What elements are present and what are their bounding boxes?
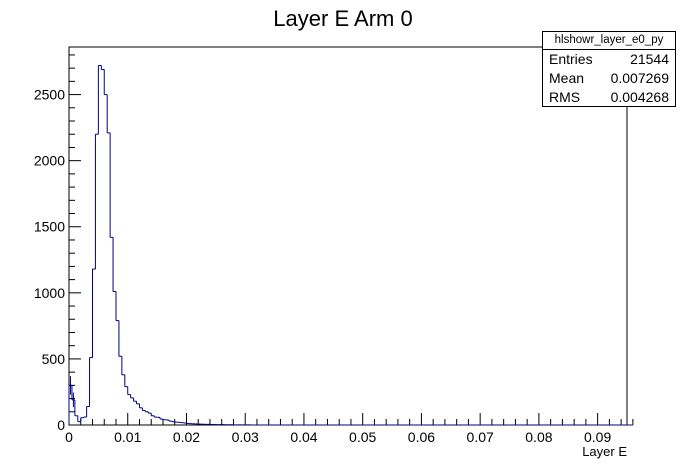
x-tick-label: 0: [65, 429, 73, 445]
stats-value: 0.004268: [610, 89, 669, 105]
histogram-series: [68, 65, 633, 426]
x-tick-label: 0.02: [173, 429, 200, 445]
stats-box: hlshowr_layer_e0_py Entries 21544 Mean 0…: [542, 31, 676, 107]
stats-row-mean: Mean 0.007269: [543, 69, 675, 88]
x-tick-label: 0.08: [525, 429, 552, 445]
y-tick-label: 2000: [34, 153, 65, 169]
stats-label: Entries: [549, 51, 593, 67]
x-tick-label: 0.07: [467, 429, 494, 445]
x-tick-label: 0.01: [114, 429, 141, 445]
stats-histogram-name: hlshowr_layer_e0_py: [543, 32, 675, 50]
y-tick-label: 0: [57, 417, 65, 433]
x-tick-label: 0.03: [232, 429, 259, 445]
x-tick-label: 0.04: [290, 429, 317, 445]
y-tick-label: 1500: [34, 219, 65, 235]
y-tick-label: 2500: [34, 87, 65, 103]
x-axis: 0 0.01 0.02 0.03 0.04 0.05 0.06 0.07 0.08 0.09: [65, 413, 634, 445]
stats-value: 0.007269: [610, 70, 669, 86]
x-axis-label: Layer E: [582, 444, 627, 459]
stats-label: Mean: [549, 70, 585, 86]
stats-label: RMS: [549, 89, 581, 105]
chart-title: Layer E Arm 0: [273, 6, 412, 31]
stats-row-entries: Entries 21544: [543, 50, 675, 69]
y-tick-label: 1000: [34, 285, 65, 301]
y-tick-label: 500: [42, 351, 66, 367]
x-tick-label: 0.06: [408, 429, 435, 445]
x-tick-label: 0.05: [349, 429, 376, 445]
stats-value: 21544: [630, 51, 669, 67]
stats-row-rms: RMS 0.004268: [543, 88, 675, 107]
y-axis: 0 500 1000 1500 2000 2500: [34, 54, 81, 433]
x-tick-label: 0.09: [584, 429, 611, 445]
